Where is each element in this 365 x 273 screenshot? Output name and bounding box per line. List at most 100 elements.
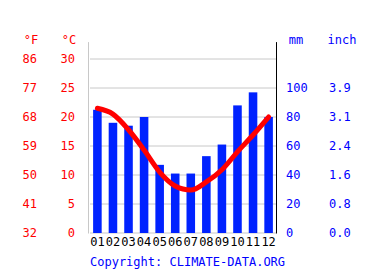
tick: 3.9	[329, 81, 351, 95]
grid-line	[90, 233, 276, 234]
tick: 08	[199, 233, 213, 249]
tick-label: 0.8	[329, 197, 351, 211]
bar	[218, 145, 227, 233]
axis-title: mm	[289, 33, 303, 47]
tick-label: 32	[23, 226, 37, 240]
tick-label: 09	[215, 235, 229, 249]
tick: 09	[215, 233, 229, 249]
bar	[124, 126, 133, 233]
tick: 02	[106, 233, 120, 249]
bar	[202, 156, 211, 233]
tick: 25	[61, 81, 88, 95]
tick-label: 06	[168, 235, 182, 249]
bar	[249, 92, 258, 233]
tick-label: 03	[121, 235, 135, 249]
tick-label: 11	[246, 235, 260, 249]
tick-label: 0	[68, 226, 75, 240]
tick-label: 0.0	[329, 226, 351, 240]
tick-label: 86	[23, 52, 37, 66]
tick: 04	[137, 233, 151, 249]
tick-label: 3.1	[329, 110, 351, 124]
tick-label: 1.6	[329, 168, 351, 182]
tick: 80	[276, 110, 300, 124]
tick-label: 2.4	[329, 139, 351, 153]
bar	[264, 117, 273, 233]
tick: 07	[184, 233, 198, 249]
axis-title: inch	[328, 33, 357, 47]
tick-label: 05	[152, 235, 166, 249]
tick: 05	[152, 233, 166, 249]
tick: 01	[90, 233, 104, 249]
tick: 68	[23, 110, 40, 124]
y2-alt-axis: 0.0 0.8 1.6 2.4 3.1 3.9	[329, 81, 351, 240]
tick-label: 20	[61, 110, 75, 124]
y2-axis: 020406080100	[276, 42, 308, 240]
tick: 10	[230, 233, 244, 249]
tick: 20	[61, 110, 88, 124]
tick: 06	[168, 233, 182, 249]
tick: 0.8	[329, 197, 351, 211]
bar	[233, 105, 242, 233]
tick: 60	[276, 139, 300, 153]
axis-title: °C	[62, 33, 76, 47]
axis-line	[276, 42, 277, 233]
grid-line	[90, 175, 276, 176]
tick-label: 08	[199, 235, 213, 249]
plot-area	[93, 92, 273, 233]
grid-line	[90, 59, 276, 60]
tick-label: 60	[286, 139, 300, 153]
tick: 50	[23, 168, 40, 182]
tick-label: 10	[61, 168, 75, 182]
axis-line	[88, 42, 89, 233]
tick: 41	[23, 197, 40, 211]
grid-line	[90, 146, 276, 147]
tick-label: 10	[230, 235, 244, 249]
tick-label: 15	[61, 139, 75, 153]
tick: 3.1	[329, 110, 351, 124]
tick: 77	[23, 81, 40, 95]
tick-label: 3.9	[329, 81, 351, 95]
tick-label: 01	[90, 235, 104, 249]
chart: 051015202530324150596877860204060801000.…	[0, 0, 365, 273]
tick: 0.0	[329, 226, 351, 240]
tick-label: 59	[23, 139, 37, 153]
bar	[93, 110, 102, 233]
tick: 03	[121, 233, 135, 249]
tick-label: 04	[137, 235, 151, 249]
tick-label: 77	[23, 81, 37, 95]
tick: 32	[23, 226, 40, 240]
line	[97, 108, 268, 190]
tick: 0	[276, 226, 293, 240]
tick: 12	[261, 233, 275, 249]
tick: 15	[61, 139, 88, 153]
grid-line	[90, 88, 276, 89]
tick-label: 5	[68, 197, 75, 211]
x-axis: 010203040506070809101112	[90, 233, 276, 249]
y-axis: 0 5 10 15 20 25 30	[61, 42, 89, 240]
tick-label: 20	[286, 197, 300, 211]
tick-label: 02	[106, 235, 120, 249]
source: Copyright: CLIMATE-DATA.ORG	[90, 255, 285, 269]
tick-label: 68	[23, 110, 37, 124]
tick-label: 07	[184, 235, 198, 249]
bar	[140, 117, 149, 233]
tick-label: 25	[61, 81, 75, 95]
tick: 1.6	[329, 168, 351, 182]
tick: 5	[68, 197, 88, 211]
tick: 30	[61, 52, 88, 66]
axis-title: °F	[24, 33, 38, 47]
tick: 86	[23, 52, 40, 66]
tick: 11	[246, 233, 260, 249]
tick-label: 30	[61, 52, 75, 66]
tick: 2.4	[329, 139, 351, 153]
tick-label: 41	[23, 197, 37, 211]
tick: 0	[68, 226, 88, 240]
tick: 20	[276, 197, 300, 211]
tick: 100	[276, 81, 308, 95]
grid	[90, 59, 276, 233]
bar	[187, 174, 196, 233]
tick-label: 12	[261, 235, 275, 249]
tick-label: 0	[286, 226, 293, 240]
tick-label: 100	[286, 81, 308, 95]
bar	[109, 123, 118, 233]
